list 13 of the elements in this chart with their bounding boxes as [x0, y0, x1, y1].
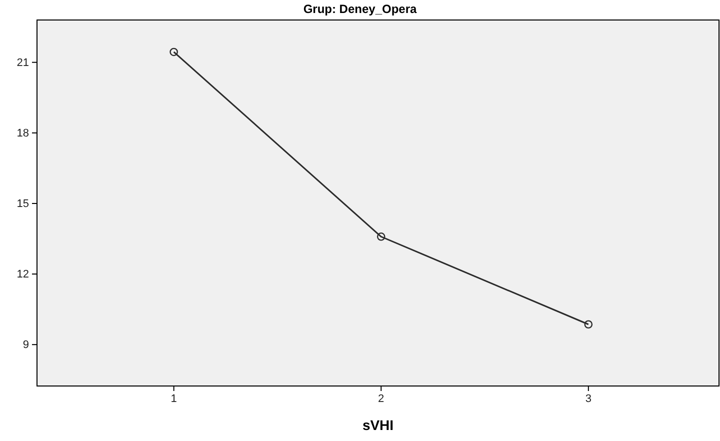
- y-tick-label: 18: [16, 127, 29, 140]
- y-tick-label: 21: [16, 56, 29, 69]
- y-tick-label: 9: [22, 339, 29, 352]
- chart-title: Grup: Deney_Opera: [303, 2, 418, 16]
- point: [170, 48, 178, 56]
- x-tick-label: 3: [585, 392, 592, 405]
- y-tick-label: 12: [16, 268, 29, 281]
- x-tick-label: 1: [170, 392, 177, 405]
- x-tick-label: 2: [378, 392, 384, 405]
- point: [376, 232, 386, 241]
- x-axis-title: sVHI: [362, 417, 394, 433]
- point: [584, 320, 593, 329]
- y-tick-label: 15: [16, 198, 29, 210]
